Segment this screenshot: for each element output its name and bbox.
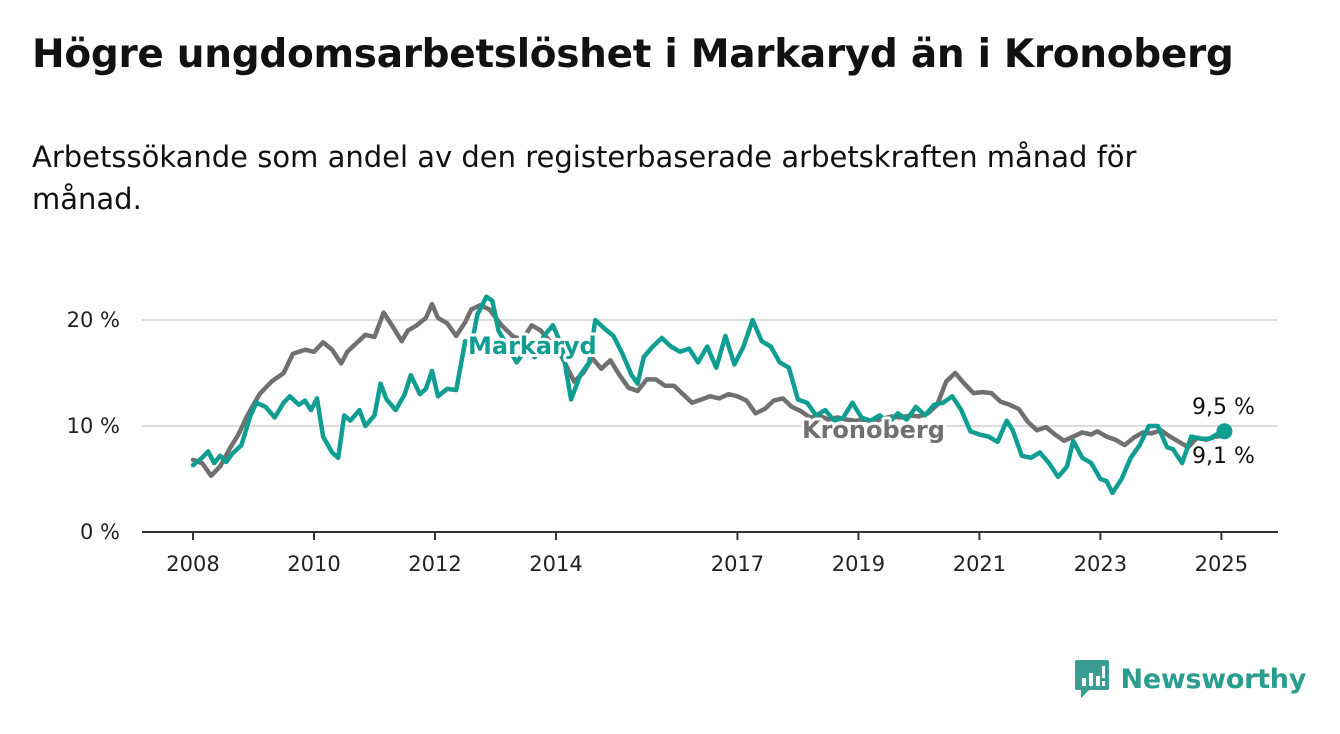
series-line-kronoberg bbox=[190, 301, 1227, 479]
chart-title: Högre ungdomsarbetslöshet i Markaryd än … bbox=[32, 32, 1234, 77]
end-marker-markaryd bbox=[1216, 423, 1233, 440]
x-tick-label: 2014 bbox=[529, 552, 582, 576]
x-tick-label: 2017 bbox=[711, 552, 764, 576]
chart-subtitle: Arbetssökande som andel av den registerb… bbox=[32, 140, 1137, 216]
end-value-label-kronoberg: 9,1 % bbox=[1192, 444, 1255, 469]
y-tick-label: 20 % bbox=[67, 308, 120, 332]
series-label-markaryd: Markaryd bbox=[468, 332, 597, 360]
x-tick-label: 2012 bbox=[408, 552, 461, 576]
label-layer: Kronoberg Markaryd 9,1 % 9,5 % bbox=[465, 329, 1255, 469]
grid-layer bbox=[142, 319, 1278, 427]
y-tick-label: 0 % bbox=[80, 520, 120, 544]
x-tick-label: 2023 bbox=[1074, 552, 1127, 576]
y-tick-label: 10 % bbox=[67, 414, 120, 438]
x-tick-label: 2008 bbox=[166, 552, 219, 576]
axis-layer: 0 % 10 % 20 % 2008 2010 2012 2014 2017 2019 2021 2… bbox=[67, 308, 1278, 576]
end-value-label-markaryd: 9,5 % bbox=[1192, 395, 1255, 420]
series-layer bbox=[190, 294, 1227, 496]
bar-chart-logo-icon bbox=[1074, 660, 1109, 698]
x-tick-label: 2025 bbox=[1195, 552, 1248, 576]
series-label-kronoberg: Kronoberg bbox=[802, 416, 945, 444]
x-tick-label: 2021 bbox=[953, 552, 1006, 576]
x-tick-label: 2019 bbox=[832, 552, 885, 576]
newsworthy-logo[interactable]: Newsworthy bbox=[1073, 658, 1306, 700]
x-tick-label: 2010 bbox=[287, 552, 340, 576]
brand-name: Newsworthy bbox=[1120, 663, 1307, 695]
series-line-markaryd bbox=[190, 294, 1227, 496]
